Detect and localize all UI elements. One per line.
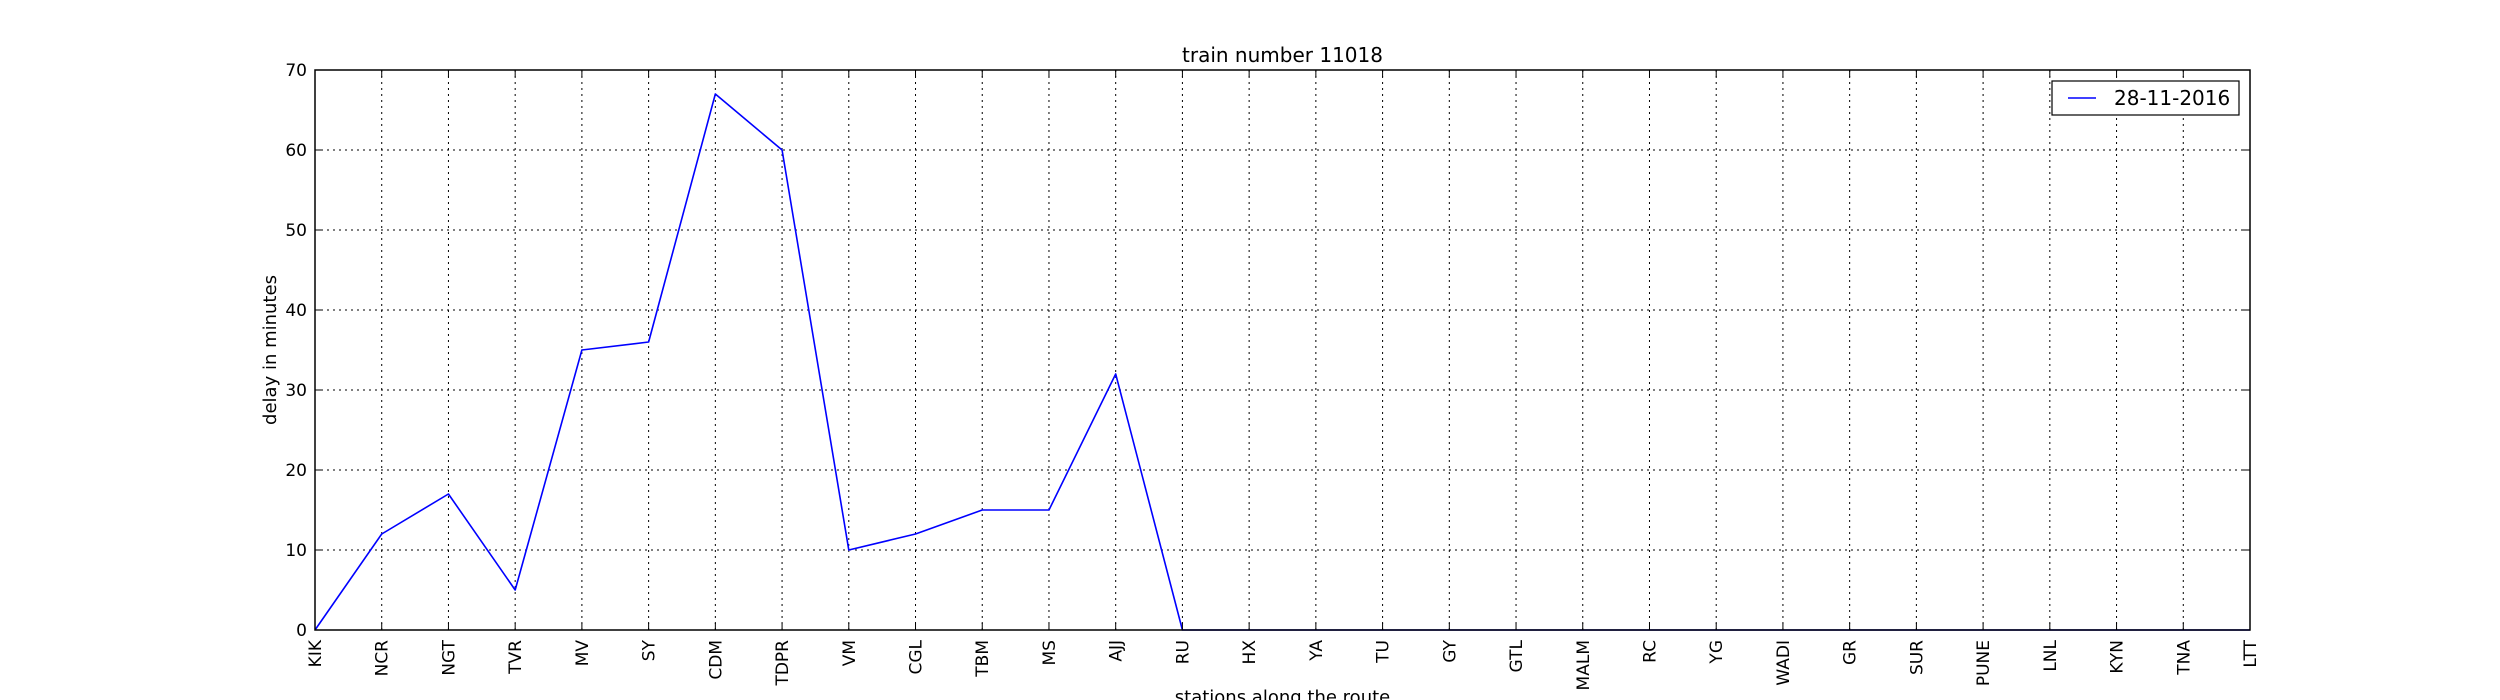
x-tick-label: YA	[1307, 640, 1327, 662]
x-tick-label: TDPR	[773, 640, 793, 687]
y-tick-label: 70	[285, 61, 307, 81]
y-tick-label: 0	[296, 621, 307, 641]
x-tick-label: RU	[1173, 640, 1193, 664]
x-tick-label: TBM	[973, 640, 993, 678]
x-axis-ticks: KIK NCR NGT TVR MV SY CDM TDPR VM CGL TBM MS AJJ RU HX…	[306, 70, 2261, 690]
y-axis-ticks: 0 10 20 30 40 50 60 70	[285, 61, 2250, 641]
x-axis-label: stations along the route	[1175, 687, 1390, 700]
legend: 28-11-2016	[2051, 80, 2240, 116]
x-tick-label: AJJ	[1107, 640, 1127, 662]
x-tick-label: PUNE	[1974, 640, 1994, 686]
x-tick-label: NCR	[373, 640, 393, 677]
x-tick-label: SUR	[1907, 640, 1927, 675]
x-tick-label: GY	[1440, 639, 1460, 662]
x-tick-label: HX	[1240, 640, 1260, 665]
y-tick-label: 10	[285, 541, 307, 561]
x-tick-label: VM	[840, 640, 860, 666]
x-tick-label: MALM	[1574, 640, 1594, 690]
y-tick-label: 40	[285, 301, 307, 321]
y-tick-label: 50	[285, 221, 307, 241]
x-tick-label: KIK	[306, 639, 326, 667]
x-tick-label: GTL	[1507, 639, 1527, 672]
x-tick-label: TU	[1374, 640, 1394, 664]
plot-frame	[314, 69, 2251, 631]
x-tick-label: KYN	[2108, 640, 2128, 674]
x-tick-label: CGL	[907, 639, 927, 674]
x-tick-label: SY	[640, 639, 660, 661]
x-tick-label: YG	[1707, 640, 1727, 665]
y-tick-label: 60	[285, 141, 307, 161]
x-tick-label: TVR	[506, 640, 526, 675]
x-tick-label: RC	[1640, 640, 1660, 663]
x-tick-label: CDM	[706, 640, 726, 680]
x-tick-label: MS	[1040, 640, 1060, 665]
x-tick-label: GR	[1841, 640, 1861, 665]
x-tick-label: MV	[573, 640, 593, 667]
x-tick-label: LNL	[2041, 639, 2061, 671]
y-axis-label: delay in minutes	[260, 275, 281, 425]
x-tick-label: TNA	[2174, 640, 2194, 676]
x-tick-label: NGT	[439, 639, 459, 675]
y-tick-label: 20	[285, 461, 307, 481]
x-tick-label: LTT	[2241, 639, 2261, 667]
x-tick-label: WADI	[1774, 640, 1794, 686]
chart-title: train number 11018	[1182, 43, 1383, 67]
legend-entry-label: 28-11-2016	[2114, 86, 2230, 110]
y-tick-label: 30	[285, 381, 307, 401]
